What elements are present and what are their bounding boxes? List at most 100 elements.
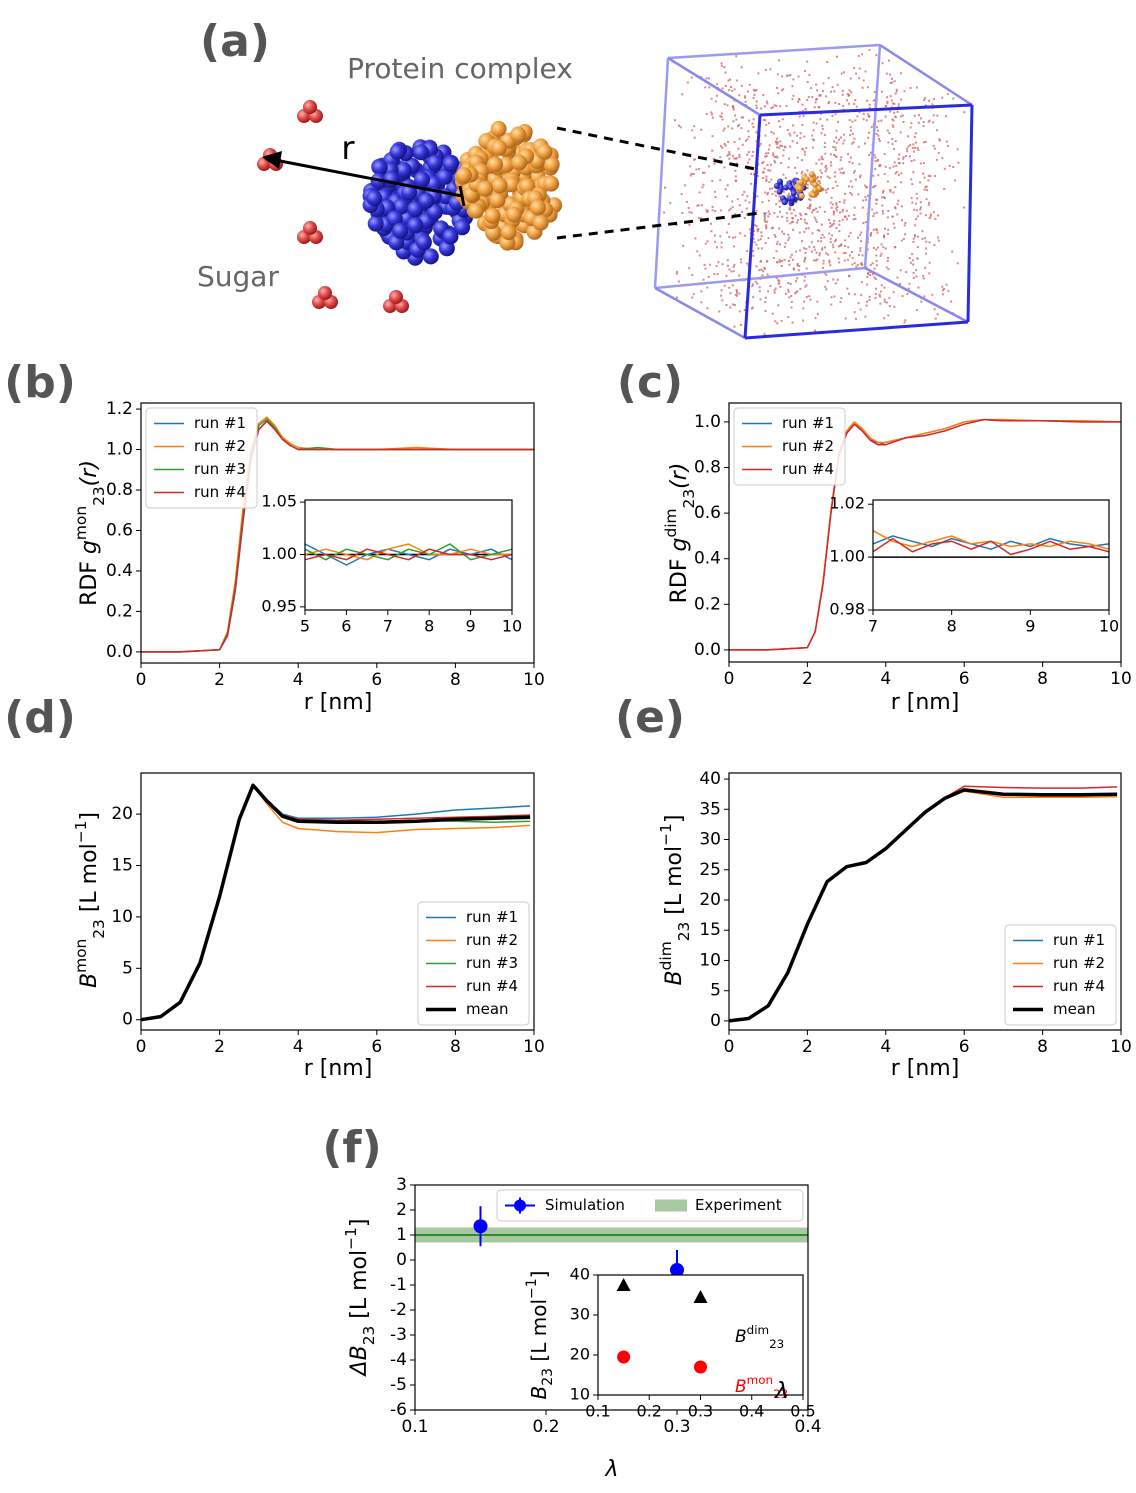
solvent-dot [734, 236, 737, 239]
solvent-dot [909, 155, 911, 158]
solvent-dot [803, 247, 806, 250]
solvent-dot [821, 127, 824, 130]
label-part: −1 [72, 821, 90, 844]
solvent-dot [848, 119, 851, 122]
solvent-dot [830, 90, 832, 93]
solvent-dot [812, 209, 815, 212]
solvent-dot [762, 270, 765, 273]
solvent-dot [710, 222, 712, 225]
solvent-dot [733, 141, 736, 143]
solvent-dot [850, 91, 853, 94]
solvent-dot [883, 286, 886, 289]
solvent-dot [831, 187, 834, 190]
solvent-dot [912, 150, 915, 153]
solvent-dot [678, 124, 680, 127]
solvent-dot [781, 89, 783, 92]
solvent-dot [901, 295, 904, 298]
solvent-dot [846, 99, 849, 102]
solvent-dot [796, 263, 799, 265]
solvent-dot [804, 256, 807, 259]
solvent-dot [823, 210, 826, 213]
solvent-dot [891, 81, 894, 84]
atom [536, 143, 553, 160]
solvent-dot [894, 115, 897, 118]
label-part: 23 [675, 922, 693, 942]
solvent-dot [752, 296, 755, 299]
solvent-dot [925, 240, 928, 243]
solvent-dot [874, 297, 877, 299]
solvent-dot [839, 171, 842, 174]
solvent-dot [833, 90, 836, 93]
solvent-dot [785, 74, 788, 77]
solvent-dot [776, 137, 778, 140]
solvent-dot [876, 159, 879, 162]
solvent-dot [836, 209, 839, 212]
solvent-dot [868, 115, 871, 118]
x-tick-label: 0.4 [739, 1402, 764, 1421]
solvent-dot [819, 118, 822, 121]
solvent-dot [717, 261, 720, 264]
solvent-dot [813, 106, 816, 109]
solvent-dot [815, 122, 818, 125]
solvent-dot [767, 148, 770, 151]
x-tick-label: 10 [1099, 617, 1119, 636]
solvent-dot [817, 180, 820, 183]
solvent-dot [819, 169, 822, 172]
solvent-dot [900, 172, 903, 175]
solvent-dot [922, 125, 925, 128]
solvent-dot [947, 290, 950, 293]
solvent-dot [803, 153, 806, 156]
solvent-dot [844, 252, 847, 254]
solvent-dot [874, 293, 877, 295]
solvent-dot [829, 222, 832, 225]
solvent-dot [776, 156, 779, 159]
solvent-dot [826, 175, 829, 178]
solvent-dot [905, 271, 908, 274]
solvent-dot [933, 211, 935, 214]
solvent-dot [765, 152, 767, 155]
panel-label: (f) [322, 1122, 381, 1173]
solvent-dot [805, 147, 808, 150]
solvent-dot [808, 207, 811, 210]
solvent-dot [690, 211, 693, 214]
legend-label: run #3 [194, 460, 246, 478]
solvent-dot [804, 275, 807, 278]
arrow-shaft [274, 158, 463, 198]
solvent-dot [778, 280, 781, 283]
solvent-dot [887, 257, 889, 259]
solvent-dot [814, 317, 817, 320]
solvent-dot [786, 194, 789, 197]
solvent-dot [805, 296, 808, 298]
solvent-dot [767, 169, 770, 172]
atom [489, 192, 506, 208]
solvent-dot [871, 208, 874, 211]
atom [529, 199, 546, 216]
solvent-dot [811, 138, 814, 141]
solvent-dot [711, 116, 714, 119]
solvent-dot [770, 178, 773, 181]
solvent-dot [700, 217, 703, 220]
solvent-dot [859, 308, 862, 311]
solvent-dot [764, 213, 767, 216]
solvent-dot [815, 207, 818, 210]
solvent-dot [663, 211, 666, 214]
solvent-dot [818, 94, 821, 97]
solvent-dot [838, 200, 841, 203]
cube-edge [667, 56, 761, 117]
panel-label: (c) [617, 357, 683, 408]
y-tick-label: 0.8 [106, 480, 133, 500]
solvent-dot [903, 90, 906, 93]
solvent-dot [826, 118, 829, 121]
solvent-dot [807, 227, 810, 230]
solvent-dot [682, 244, 685, 247]
solvent-dot [856, 115, 859, 118]
solvent-dot [764, 212, 767, 215]
solvent-dot [685, 200, 688, 203]
solvent-dot [765, 178, 768, 181]
solvent-dot [764, 119, 767, 122]
solvent-dot [945, 140, 948, 143]
solvent-dot [764, 68, 767, 71]
solvent-dot [875, 287, 877, 290]
solvent-dot [733, 304, 736, 306]
solvent-dot [767, 210, 770, 213]
